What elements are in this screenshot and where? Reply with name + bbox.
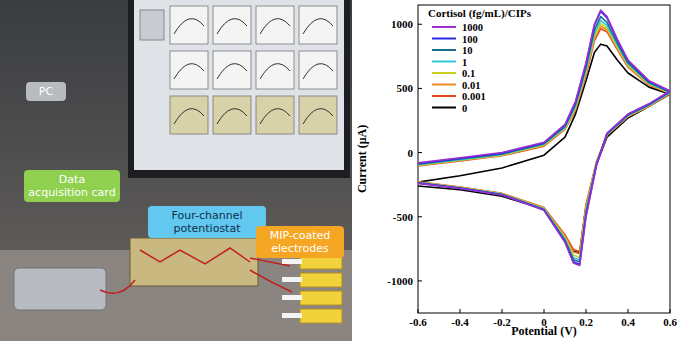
screen-control [140, 10, 164, 40]
y-tick-label: -1000 [387, 275, 413, 287]
monitor [128, 0, 350, 178]
cv-curve [418, 11, 670, 264]
screen-trace [303, 64, 333, 79]
electrode [282, 277, 302, 282]
legend-swatch [432, 107, 456, 109]
cv-curve [418, 24, 670, 258]
y-tick [418, 280, 422, 281]
screen-panel [256, 6, 294, 44]
photo-label: MIP-coated electrodes [256, 226, 344, 258]
y-tick-label: 1000 [391, 18, 414, 30]
electrode-holder [300, 291, 342, 305]
x-tick [586, 309, 587, 313]
x-tick [628, 309, 629, 313]
screen-panel [299, 96, 337, 134]
wires [100, 258, 292, 293]
screen [134, 0, 344, 170]
series-group [418, 10, 670, 265]
x-tick [670, 309, 671, 313]
electrode [282, 259, 302, 264]
legend-label: 1 [462, 57, 467, 68]
cv-curve [418, 20, 670, 259]
legend-label: 0 [462, 103, 467, 114]
x-tick-label: 0.2 [579, 316, 593, 328]
x-axis-label: Potential (V) [511, 324, 577, 338]
photo-label: Data acquisition card [24, 170, 120, 202]
legend-label: 10 [462, 45, 473, 56]
x-tick-label: -0.6 [409, 316, 427, 328]
chart: -0.6 -0.4 -0.2 0 0.2 0.4 0.6 -1000 -500 0 500 1000 P… [352, 0, 685, 341]
cv-curve [418, 10, 670, 265]
screen-trace [217, 19, 247, 34]
electrode [282, 313, 302, 318]
legend-swatch [432, 72, 456, 74]
screen-trace [174, 109, 204, 124]
screen-trace [174, 64, 204, 79]
legend-swatch [432, 61, 456, 63]
screen-trace [174, 19, 204, 34]
screen-trace [303, 19, 333, 34]
legend-label: 0.1 [462, 68, 475, 79]
x-tick-label: -0.2 [493, 316, 511, 328]
electrode-holder [300, 309, 342, 323]
legend-swatch [432, 84, 456, 86]
y-tick-label: 0 [408, 147, 414, 159]
screen-trace [260, 19, 290, 34]
screen-panel [170, 51, 208, 89]
y-tick [418, 24, 422, 25]
y-tick [418, 152, 422, 153]
electrode [282, 295, 302, 300]
screen-panel [299, 6, 337, 44]
cv-curve [418, 44, 670, 253]
screen-panel [213, 6, 251, 44]
screen-trace [303, 109, 333, 124]
screen-trace [260, 109, 290, 124]
screen-panel [213, 51, 251, 89]
daq-card [14, 268, 106, 310]
screen-panel [170, 6, 208, 44]
x-tick [502, 309, 503, 313]
screen-panel [213, 96, 251, 134]
y-tick [418, 88, 422, 89]
y-axis-label: Current (μA) [355, 125, 369, 193]
x-tick-label: 0.4 [621, 316, 635, 328]
legend-label: 0.01 [462, 80, 480, 91]
legend-label: 1000 [462, 22, 483, 33]
screen-trace [217, 109, 247, 124]
photo-label: Four-channel potentiostat [148, 206, 266, 238]
y-tick-label: -500 [393, 211, 414, 223]
potentiostat-board [130, 238, 258, 286]
legend-swatch [432, 95, 456, 97]
x-tick-label: -0.4 [451, 316, 469, 328]
screen-panel [256, 51, 294, 89]
x-tick [460, 309, 461, 313]
electrode-holder [300, 273, 342, 287]
legend-swatch [432, 38, 456, 40]
screen-panel [170, 96, 208, 134]
x-tick [418, 309, 419, 313]
x-tick-label: 0.6 [663, 316, 677, 328]
cv-curve [418, 29, 670, 252]
screen-trace [217, 64, 247, 79]
legend-swatch [432, 49, 456, 51]
figure: -0.6 -0.4 -0.2 0 0.2 0.4 0.6 -1000 -500 0 500 1000 P… [0, 0, 685, 341]
screen-panel [256, 96, 294, 134]
plot-frame [418, 5, 670, 313]
legend-label: 0.001 [462, 91, 486, 102]
x-tick [544, 309, 545, 313]
screen-trace [260, 64, 290, 79]
legend-swatch [432, 26, 456, 28]
screen-panel [299, 51, 337, 89]
photo-label: PC [26, 82, 66, 101]
y-tick-label: 500 [397, 82, 414, 94]
y-tick [418, 216, 422, 217]
photo-background [0, 0, 352, 341]
legend-label: 100 [462, 34, 478, 45]
cv-curve [418, 17, 670, 262]
wires [140, 248, 250, 264]
legend-title: Cortisol (fg/mL)/CIPs [428, 7, 532, 20]
cv-curve [418, 26, 670, 254]
